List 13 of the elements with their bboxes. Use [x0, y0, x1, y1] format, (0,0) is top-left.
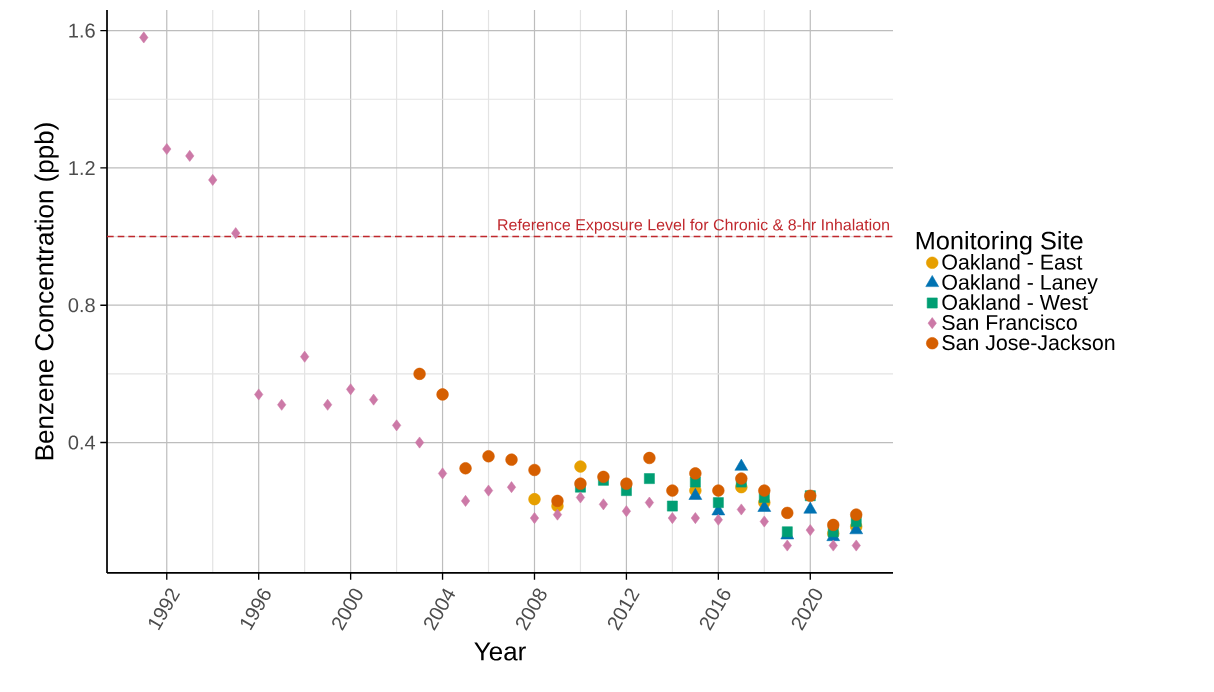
ref-line-label: Reference Exposure Level for Chronic & 8-hr Inhalation — [498, 218, 889, 234]
legend-label: Oakland - East — [942, 254, 1083, 270]
y-axis-title: Benzene Concentration (ppb) — [34, 123, 59, 460]
legend-label: Oakland - Laney — [942, 274, 1098, 295]
legend-title: Monitoring Site — [916, 231, 1083, 255]
legend-label: San Jose-Jackson — [942, 334, 1115, 351]
y-tick-label: 0.4 — [68, 435, 96, 450]
legend-label: Oakland - West — [942, 294, 1088, 310]
y-tick-label: 1.6 — [69, 23, 95, 38]
y-tick-label: 0.8 — [68, 298, 95, 313]
x-axis-title: Year — [474, 642, 526, 661]
y-tick-label: 1.2 — [69, 160, 95, 175]
legend-label: San Francisco — [942, 314, 1077, 331]
